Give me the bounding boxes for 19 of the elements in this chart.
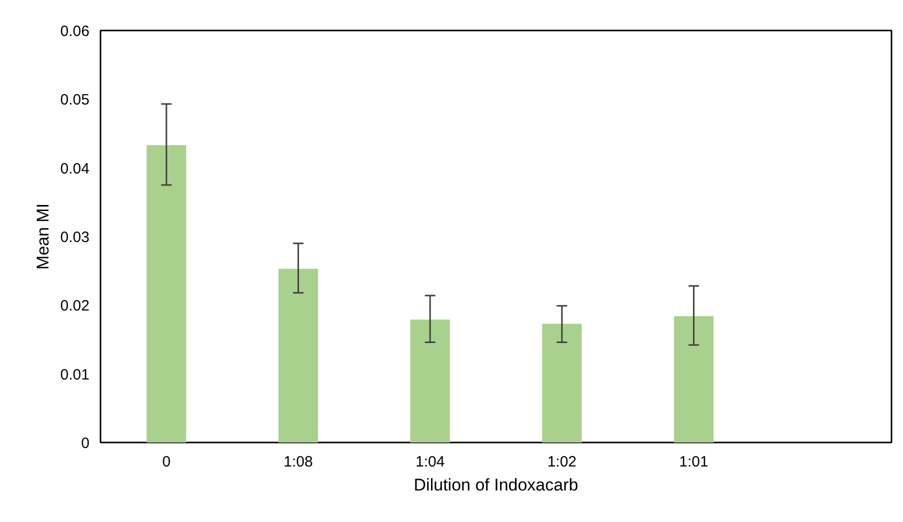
x-axis-title: Dilution of Indoxacarb xyxy=(414,476,578,494)
x-tick-label: 1:02 xyxy=(547,454,577,470)
x-tick-label: 0 xyxy=(162,454,171,470)
x-tick-label: 1:04 xyxy=(415,454,445,470)
y-tick-label: 0.04 xyxy=(60,160,90,178)
x-tick-label: 1:01 xyxy=(679,454,708,470)
y-tick-label: 0.02 xyxy=(60,298,90,315)
bar xyxy=(146,145,186,442)
y-tick-label: 0.05 xyxy=(60,92,90,109)
x-tick-label: 1:08 xyxy=(284,454,313,470)
bar xyxy=(410,320,450,442)
bar xyxy=(278,268,318,442)
y-axis-title: Mean MI xyxy=(33,203,52,270)
y-tick-label: 0.03 xyxy=(60,229,90,246)
y-tick-label: 0.01 xyxy=(60,366,90,384)
y-tick-label: 0 xyxy=(81,435,90,452)
bar xyxy=(542,324,582,442)
y-tick-label: 0.06 xyxy=(60,23,90,40)
bar xyxy=(674,316,714,442)
